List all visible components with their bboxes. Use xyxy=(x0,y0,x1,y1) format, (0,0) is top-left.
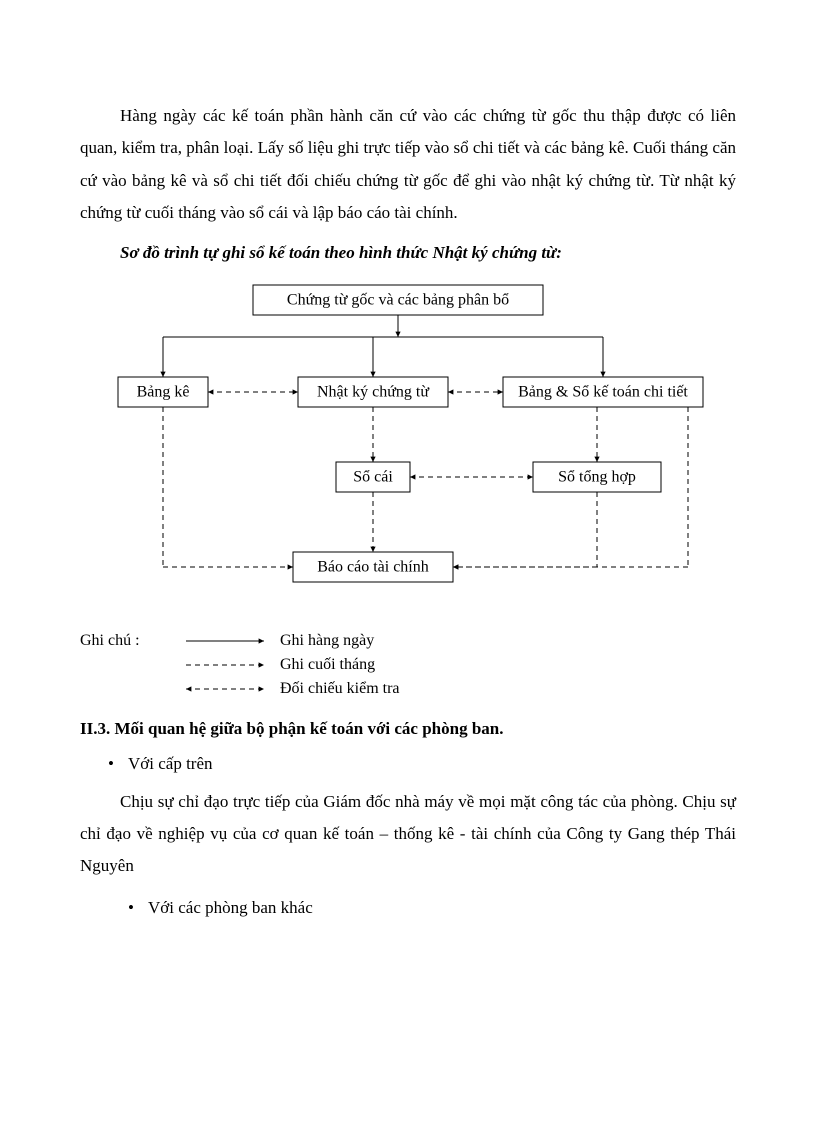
bullet-cap-tren: Với cấp trên xyxy=(128,749,736,780)
legend-icon-0 xyxy=(170,634,280,648)
legend-icon-2 xyxy=(170,682,280,696)
svg-text:Báo cáo tài chính: Báo cáo tài chính xyxy=(317,559,429,576)
flowchart-svg: Chứng từ gốc và các bảng phân bổ Bảng kê N… xyxy=(98,277,718,617)
svg-text:Nhật ký chứng từ: Nhật ký chứng từ xyxy=(317,384,430,401)
legend: Ghi chú : Ghi hàng ngày Ghi cuối tháng Đ… xyxy=(80,629,736,701)
legend-text-2: Đối chiếu kiểm tra xyxy=(280,677,400,701)
legend-label: Ghi chú : xyxy=(80,629,170,653)
svg-text:Sổ cái: Sổ cái xyxy=(353,469,393,486)
svg-text:Chứng từ gốc và các bảng phân: Chứng từ gốc và các bảng phân bổ xyxy=(287,292,509,309)
legend-icon-1 xyxy=(170,658,280,672)
legend-text-1: Ghi cuối tháng xyxy=(280,653,375,677)
svg-text:Bảng kê: Bảng kê xyxy=(137,384,190,401)
flowchart-container: Chứng từ gốc và các bảng phân bổ Bảng kê N… xyxy=(80,277,736,617)
svg-text:Sổ tổng hợp: Sổ tổng hợp xyxy=(558,469,636,486)
svg-text:Bảng & Sổ kế toán chi tiết: Bảng & Sổ kế toán chi tiết xyxy=(518,384,688,401)
bullet-phong-ban: Với các phòng ban khác xyxy=(148,893,736,924)
paragraph-cap-tren: Chịu sự chỉ đạo trực tiếp của Giám đốc n… xyxy=(80,786,736,883)
legend-text-0: Ghi hàng ngày xyxy=(280,629,374,653)
diagram-title: Sơ đồ trình tự ghi sổ kế toán theo hình … xyxy=(80,243,736,263)
intro-paragraph: Hàng ngày các kế toán phần hành căn cứ v… xyxy=(80,100,736,229)
section-heading: II.3. Mối quan hệ giữa bộ phận kế toán v… xyxy=(80,719,736,739)
